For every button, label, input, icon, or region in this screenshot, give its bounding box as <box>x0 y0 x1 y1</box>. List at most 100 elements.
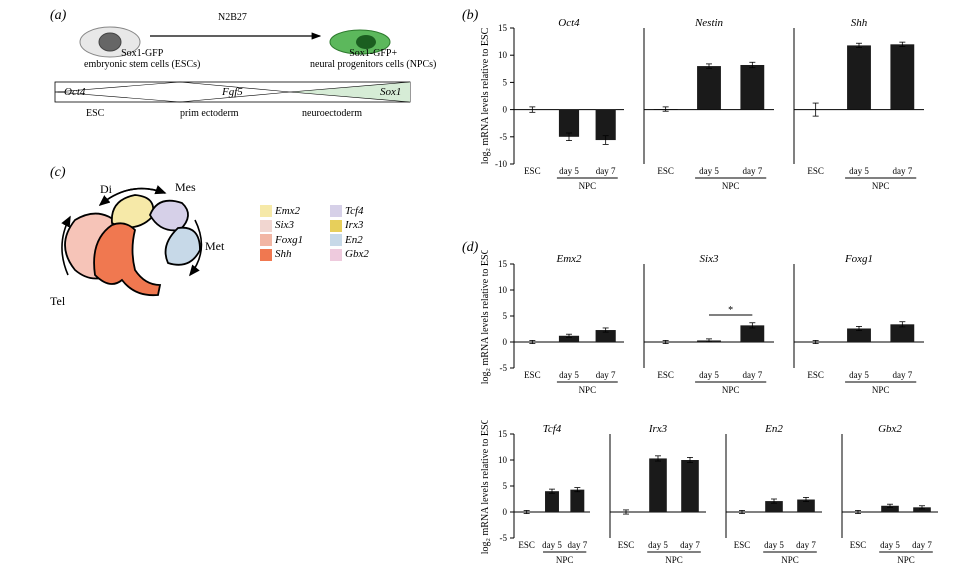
svg-text:NPC: NPC <box>781 555 799 565</box>
svg-text:Tcf4: Tcf4 <box>543 423 562 435</box>
svg-text:day 7: day 7 <box>596 166 616 176</box>
svg-text:15: 15 <box>498 259 508 269</box>
brain-met: Met <box>205 239 225 253</box>
npc-label2: neural progenitors cells (NPCs) <box>310 59 436 70</box>
svg-text:NPC: NPC <box>556 555 574 565</box>
stage-1: prim ectoderm <box>180 108 239 119</box>
svg-text:day 7: day 7 <box>742 166 762 176</box>
gene-oct4: Oct4 <box>64 86 85 98</box>
leg-6: En2 <box>345 234 363 246</box>
svg-text:day 7: day 7 <box>680 540 700 550</box>
svg-text:Oct4: Oct4 <box>558 17 580 29</box>
svg-text:day 5: day 5 <box>849 166 869 176</box>
svg-text:day 7: day 7 <box>912 540 932 550</box>
svg-text:day 5: day 5 <box>764 540 784 550</box>
svg-text:day 5: day 5 <box>559 370 579 380</box>
chart-irx3: Irx3ESCday 5day 7NPC <box>596 420 712 578</box>
svg-text:day 7: day 7 <box>796 540 816 550</box>
svg-text:Gbx2: Gbx2 <box>878 423 902 435</box>
brain-svg: Di Mes Met Tel <box>40 175 240 325</box>
svg-text:NPC: NPC <box>579 385 597 395</box>
esc-label2: embryonic stem cells (ESCs) <box>84 59 200 70</box>
svg-text:Emx2: Emx2 <box>555 253 582 265</box>
svg-text:NPC: NPC <box>579 181 597 191</box>
svg-text:-5: -5 <box>500 132 508 142</box>
svg-text:day 7: day 7 <box>892 166 912 176</box>
svg-text:day 5: day 5 <box>849 370 869 380</box>
svg-text:-5: -5 <box>500 363 508 373</box>
svg-text:ESC: ESC <box>807 370 824 380</box>
svg-text:ESC: ESC <box>657 166 674 176</box>
chart-nestin: Nestin ESC day 5 day 7NPC <box>630 14 780 204</box>
brain-legend-col2: Tcf4 Irx3 En2 Gbx2 <box>330 205 369 263</box>
svg-text:day 7: day 7 <box>742 370 762 380</box>
leg-4: Tcf4 <box>345 205 364 217</box>
svg-text:15: 15 <box>498 23 508 33</box>
svg-text:NPC: NPC <box>722 181 740 191</box>
svg-text:NPC: NPC <box>897 555 915 565</box>
svg-text:*: * <box>728 305 733 316</box>
brain-mes: Mes <box>175 180 196 194</box>
svg-text:Shh: Shh <box>851 17 868 29</box>
stage-2: neuroectoderm <box>302 108 362 119</box>
svg-text:day 7: day 7 <box>596 370 616 380</box>
leg-2: Foxg1 <box>275 234 303 246</box>
svg-text:ESC: ESC <box>657 370 674 380</box>
svg-text:ESC: ESC <box>524 370 541 380</box>
svg-text:Foxg1: Foxg1 <box>844 253 873 265</box>
svg-text:day 7: day 7 <box>892 370 912 380</box>
leg-7: Gbx2 <box>345 248 369 260</box>
svg-text:5: 5 <box>503 481 508 491</box>
stage-0: ESC <box>86 108 104 119</box>
svg-text:5: 5 <box>503 77 508 87</box>
chart-tcf4: -5051015log₂ mRNA levels relative to ESC… <box>480 420 596 578</box>
gene-fgf5: Fgf5 <box>222 86 243 98</box>
svg-text:10: 10 <box>498 285 508 295</box>
svg-text:10: 10 <box>498 50 508 60</box>
chart-gbx2: Gbx2 ESC day 5 day 7 NPC <box>828 420 944 578</box>
panel-b-label: (b) <box>462 8 478 24</box>
brain-di: Di <box>100 182 113 196</box>
svg-text:ESC: ESC <box>618 540 635 550</box>
svg-text:0: 0 <box>503 507 508 517</box>
svg-text:0: 0 <box>503 337 508 347</box>
panel-c: (c) Di Mes Met Tel Emx2 Six3 Foxg1 Shh T… <box>50 165 410 325</box>
panel-a-medium: N2B27 <box>218 12 247 23</box>
brain-tel: Tel <box>50 294 66 308</box>
svg-text:-10: -10 <box>495 159 507 169</box>
brain-legend-col1: Emx2 Six3 Foxg1 Shh <box>260 205 303 263</box>
svg-text:10: 10 <box>498 455 508 465</box>
svg-text:NPC: NPC <box>665 555 683 565</box>
leg-5: Irx3 <box>345 219 363 231</box>
npc-label1: Sox1-GFP+ <box>310 48 436 59</box>
svg-text:Six3: Six3 <box>700 253 719 265</box>
leg-1: Six3 <box>275 219 294 231</box>
svg-text:ESC: ESC <box>518 540 535 550</box>
svg-text:5: 5 <box>503 311 508 321</box>
svg-text:day 5: day 5 <box>542 540 562 550</box>
svg-text:day 5: day 5 <box>699 166 719 176</box>
svg-text:ESC: ESC <box>524 166 541 176</box>
chart-shh: ShhESCday 5day 7NPC <box>780 14 930 204</box>
panel-d-label: (d) <box>462 240 478 256</box>
esc-label1: Sox1-GFP <box>84 48 200 59</box>
svg-text:0: 0 <box>503 105 508 115</box>
svg-text:Nestin: Nestin <box>694 17 724 29</box>
chart-six3: Six3ESCday 5day 7NPC* <box>630 250 780 408</box>
svg-text:Irx3: Irx3 <box>648 423 668 435</box>
svg-text:ESC: ESC <box>734 540 751 550</box>
svg-text:NPC: NPC <box>722 385 740 395</box>
svg-text:day 5: day 5 <box>559 166 579 176</box>
svg-text:log₂ mRNA levels relative to E: log₂ mRNA levels relative to ESC <box>480 250 491 384</box>
svg-text:En2: En2 <box>764 423 783 435</box>
svg-text:ESC: ESC <box>850 540 867 550</box>
svg-text:log₂ mRNA levels relative to E: log₂ mRNA levels relative to ESC <box>480 27 491 164</box>
chart-emx2: -5 0 5 10 15 log₂ mRNA levels relative to ESC… <box>480 250 630 408</box>
svg-text:day 5: day 5 <box>880 540 900 550</box>
svg-text:ESC: ESC <box>807 166 824 176</box>
panel-a: (a) N2B27 Sox1-GFP embryonic stem cells … <box>50 8 450 138</box>
svg-text:-5: -5 <box>500 533 508 543</box>
chart-en2: En2 ESC day 5 day 7 NPC <box>712 420 828 578</box>
svg-text:15: 15 <box>498 429 508 439</box>
chart-oct4: -10 -5 0 5 10 15 log₂ mRNA levels relative to … <box>480 14 630 204</box>
